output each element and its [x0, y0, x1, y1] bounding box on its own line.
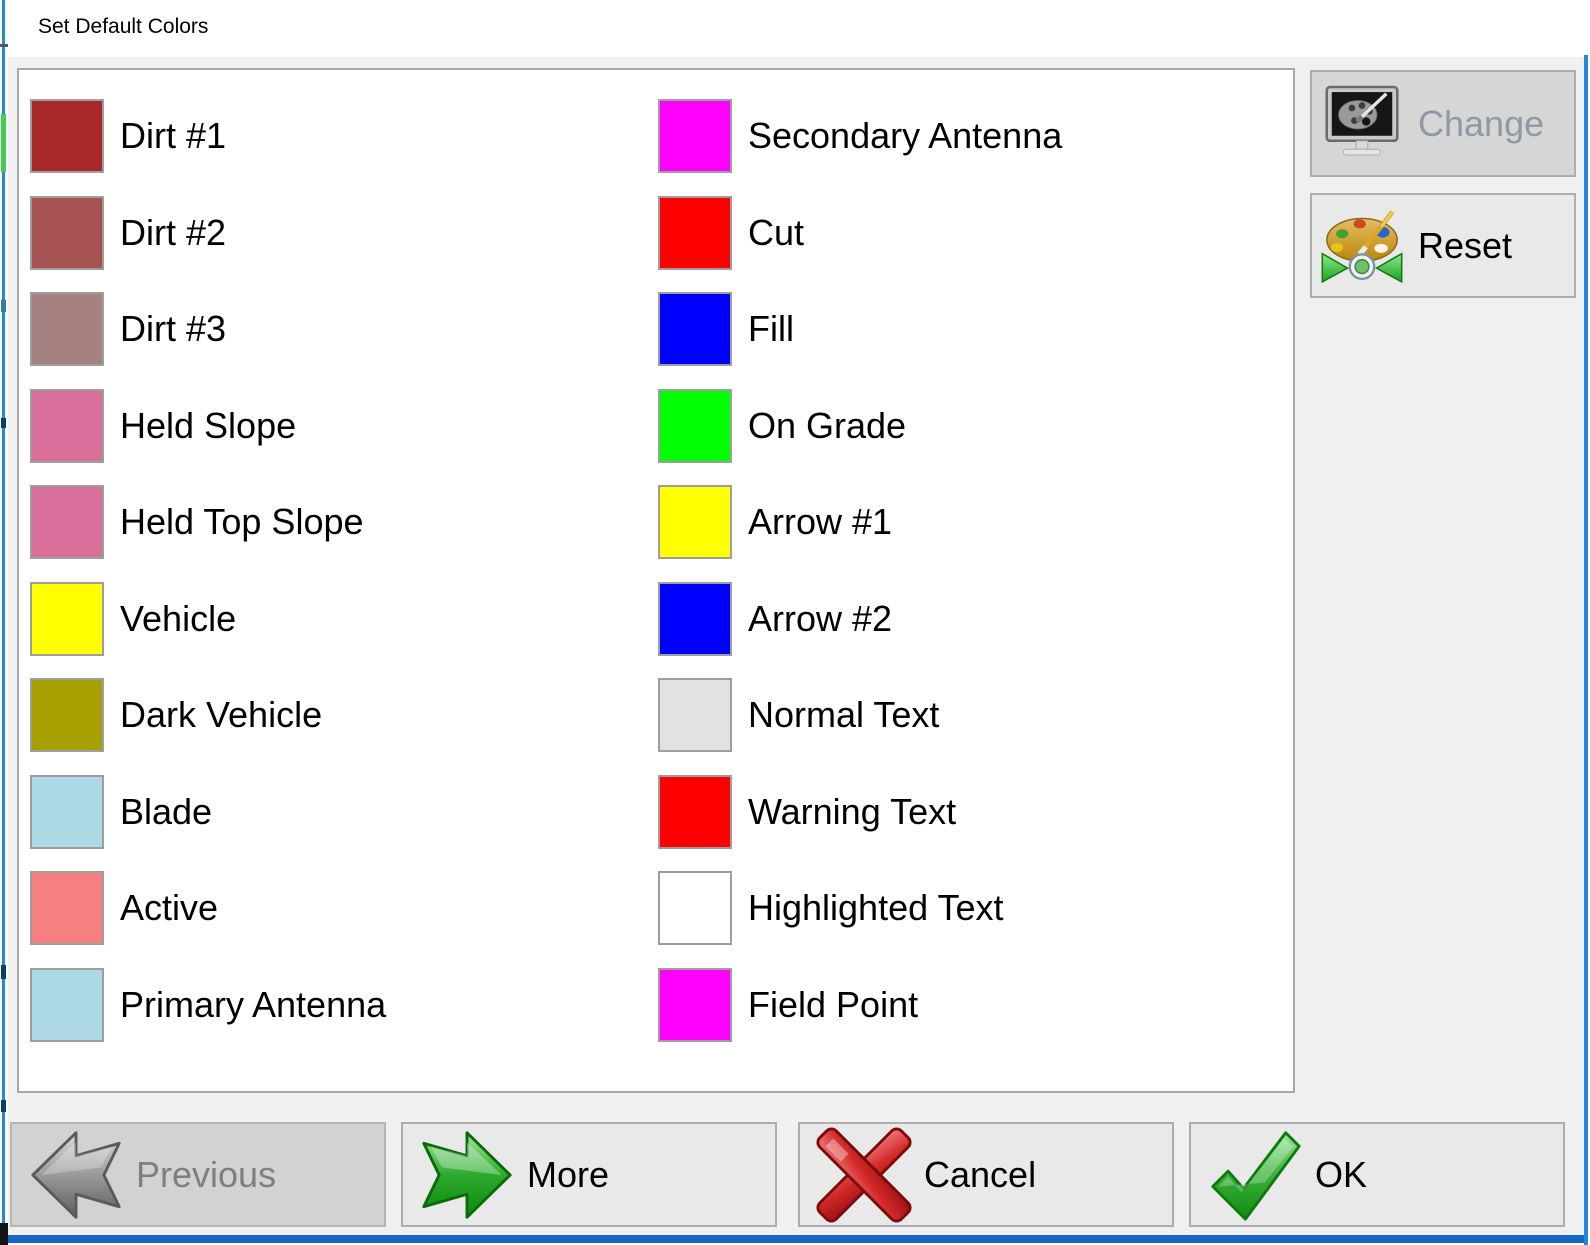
reset-button-label: Reset [1418, 224, 1513, 266]
color-row-warning-text[interactable]: Warning Text [658, 764, 1062, 861]
color-swatch [30, 388, 104, 463]
monitor-palette-icon [1325, 85, 1399, 155]
ok-check-icon [1211, 1130, 1301, 1221]
color-label: Secondary Antenna [748, 115, 1063, 157]
color-row-dirt-3[interactable]: Dirt #3 [30, 281, 386, 378]
color-swatch [30, 485, 104, 560]
color-list-panel: Dirt #1 Dirt #2 Dirt #3 Held Slope Held … [17, 68, 1295, 1093]
color-label: Cut [748, 211, 805, 253]
color-row-field-point[interactable]: Field Point [658, 957, 1062, 1054]
background-window-fragment [1, 114, 6, 172]
reset-button[interactable]: Reset [1310, 193, 1576, 298]
color-swatch [30, 292, 104, 367]
background-window-fragment [1, 418, 6, 428]
color-label: Dark Vehicle [120, 694, 323, 736]
color-swatch [658, 871, 732, 946]
color-swatch [658, 678, 732, 753]
more-arrow-icon [422, 1130, 512, 1219]
color-row-secondary-antenna[interactable]: Secondary Antenna [658, 88, 1062, 185]
change-button[interactable]: Change [1310, 70, 1576, 177]
color-label: Arrow #1 [748, 501, 893, 543]
cancel-x-icon [816, 1126, 912, 1223]
color-label: Held Slope [120, 404, 297, 446]
color-label: Normal Text [748, 694, 940, 736]
color-label: Blade [120, 790, 213, 832]
color-row-primary-antenna[interactable]: Primary Antenna [30, 957, 386, 1054]
color-label: Field Point [748, 983, 919, 1025]
dialog-titlebar: Set Default Colors [8, 0, 1584, 57]
cancel-button-label: Cancel [924, 1153, 1037, 1195]
color-swatch [658, 967, 732, 1042]
color-swatch [658, 195, 732, 270]
background-window-fragment [1, 300, 6, 312]
color-label: Dirt #1 [120, 115, 227, 157]
more-button[interactable]: More [401, 1122, 777, 1227]
color-row-held-slope[interactable]: Held Slope [30, 378, 386, 475]
color-row-on-grade[interactable]: On Grade [658, 378, 1062, 475]
color-swatch [658, 99, 732, 174]
color-swatch [30, 581, 104, 656]
color-swatch [30, 99, 104, 174]
color-row-blade[interactable]: Blade [30, 764, 386, 861]
color-label: Vehicle [120, 597, 237, 639]
window-accent-border-bottom [8, 1235, 1584, 1243]
previous-button[interactable]: Previous [10, 1122, 386, 1227]
previous-button-label: Previous [136, 1153, 277, 1195]
color-swatch [658, 581, 732, 656]
background-window-fragment [0, 1223, 8, 1245]
color-label: On Grade [748, 404, 907, 446]
color-label: Fill [748, 308, 794, 350]
change-button-label: Change [1418, 102, 1545, 144]
palette-reset-icon [1321, 209, 1403, 283]
color-column-right: Secondary Antenna Cut Fill On Grade Arro… [658, 88, 1062, 1053]
ok-button[interactable]: OK [1189, 1122, 1565, 1227]
color-swatch [658, 774, 732, 849]
color-label: Arrow #2 [748, 597, 893, 639]
color-row-held-top-slope[interactable]: Held Top Slope [30, 474, 386, 571]
color-row-vehicle[interactable]: Vehicle [30, 571, 386, 668]
color-row-dark-vehicle[interactable]: Dark Vehicle [30, 667, 386, 764]
background-window-fragment [0, 44, 9, 47]
color-row-dirt-1[interactable]: Dirt #1 [30, 88, 386, 185]
color-row-arrow-1[interactable]: Arrow #1 [658, 474, 1062, 571]
color-swatch [658, 388, 732, 463]
color-swatch [30, 871, 104, 946]
color-row-fill[interactable]: Fill [658, 281, 1062, 378]
color-label: Active [120, 887, 219, 929]
color-row-cut[interactable]: Cut [658, 185, 1062, 282]
color-row-dirt-2[interactable]: Dirt #2 [30, 185, 386, 282]
color-column-left: Dirt #1 Dirt #2 Dirt #3 Held Slope Held … [30, 88, 386, 1053]
dialog-title: Set Default Colors [38, 15, 209, 38]
color-label: Dirt #3 [120, 308, 227, 350]
color-label: Highlighted Text [748, 887, 1004, 929]
cancel-button[interactable]: Cancel [798, 1122, 1174, 1227]
ok-button-label: OK [1315, 1153, 1368, 1195]
dialog-body: Dirt #1 Dirt #2 Dirt #3 Held Slope Held … [8, 57, 1584, 1237]
color-row-highlighted-text[interactable]: Highlighted Text [658, 860, 1062, 957]
background-window-fragment [1, 1100, 6, 1112]
color-label: Dirt #2 [120, 211, 227, 253]
color-label: Primary Antenna [120, 983, 387, 1025]
color-label: Held Top Slope [120, 501, 364, 543]
color-row-active[interactable]: Active [30, 860, 386, 957]
color-row-arrow-2[interactable]: Arrow #2 [658, 571, 1062, 668]
previous-arrow-icon [31, 1130, 121, 1219]
window-accent-border-left [2, 0, 5, 1245]
more-button-label: More [527, 1153, 610, 1195]
color-label: Warning Text [748, 790, 957, 832]
color-swatch [30, 678, 104, 753]
color-swatch [658, 485, 732, 560]
color-swatch [30, 967, 104, 1042]
background-window-fragment [1, 965, 6, 979]
color-swatch [30, 774, 104, 849]
color-row-normal-text[interactable]: Normal Text [658, 667, 1062, 764]
color-swatch [30, 195, 104, 270]
window-accent-border-right [1584, 55, 1588, 1245]
color-swatch [658, 292, 732, 367]
